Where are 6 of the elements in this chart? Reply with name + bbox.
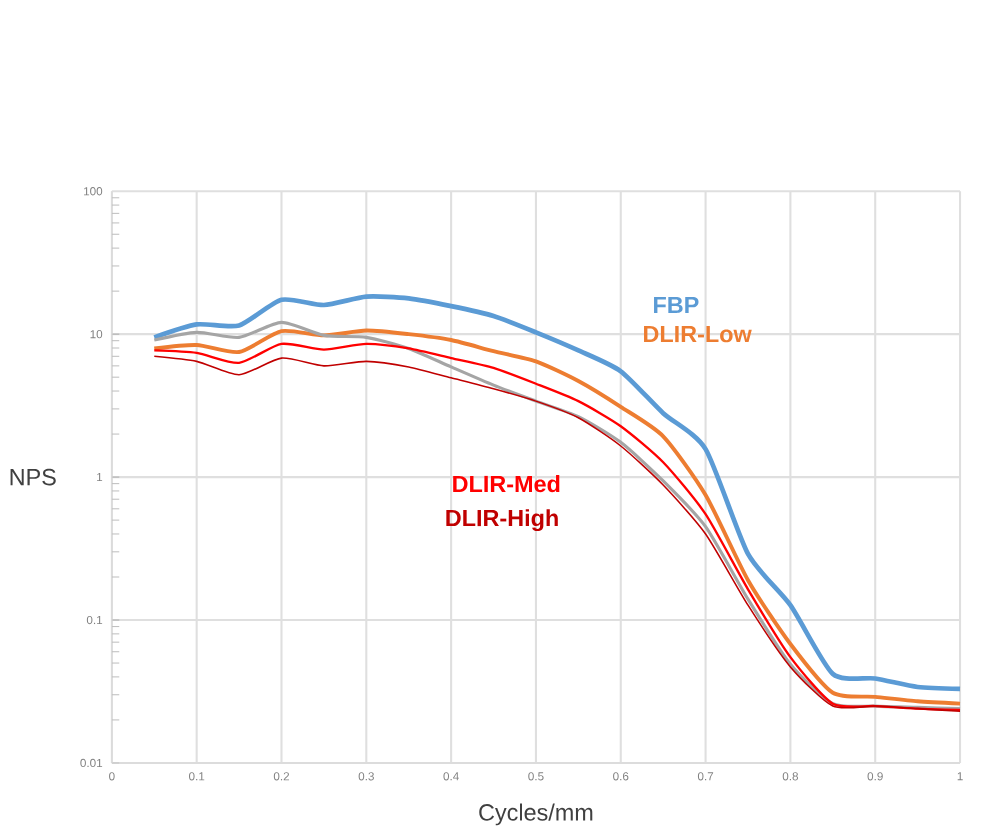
text: DLIR-Low [644,325,752,343]
text: FBP [654,296,699,314]
y-axis-title: NPS [10,468,56,486]
x-axis-title: Cycles/mm [479,803,593,826]
text: DLIR-High [446,509,558,532]
text: DLIR-Med [453,475,560,493]
